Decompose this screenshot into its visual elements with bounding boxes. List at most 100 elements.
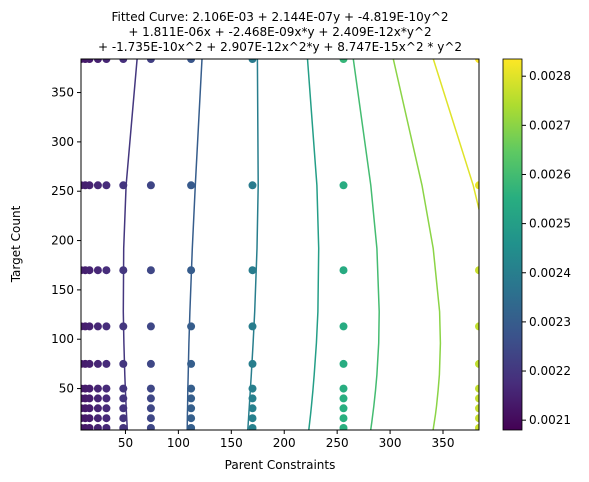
contour-level-4 [306,59,320,430]
y-axis: 50 100 150 200 250 300 350 [51,86,81,396]
y-tick-label: 250 [51,184,74,198]
data-point [119,322,128,331]
data-point [187,359,196,368]
data-point [146,59,155,63]
data-point [85,59,94,63]
data-point [85,394,94,403]
data-point [102,424,111,430]
y-tick-label: 200 [51,234,74,248]
colorbar: 0.0021 0.0022 0.0023 0.0024 0.0025 0.0026 0.00… [502,58,571,431]
data-point [146,424,155,430]
x-tick-label: 50 [118,436,133,450]
data-point [93,266,102,275]
colorbar-tick-label: 0.0027 [529,118,571,132]
colorbar-tick-label: 0.0022 [529,364,571,378]
data-point [475,424,479,430]
colorbar-tick-label: 0.0025 [529,217,571,231]
data-point [102,359,111,368]
data-point [146,266,155,275]
data-point [102,59,111,63]
data-point [475,322,479,331]
y-tick-label: 100 [51,332,74,346]
data-point [93,384,102,393]
data-point [187,404,196,413]
data-point [248,424,257,430]
data-point [248,384,257,393]
plot-area [80,58,480,431]
data-point [146,384,155,393]
data-point [187,394,196,403]
x-axis: 50 100 150 200 250 300 350 [118,430,455,450]
data-point [146,404,155,413]
data-point [119,266,128,275]
data-point [475,266,479,275]
data-point [85,384,94,393]
contour-level-1 [122,59,138,430]
data-point [93,181,102,190]
data-point [187,59,196,63]
data-point [339,414,348,423]
y-tick-label: 300 [51,135,74,149]
colorbar-tick-label: 0.0021 [529,413,571,427]
data-point [339,266,348,275]
data-point [93,394,102,403]
y-tick-label: 150 [51,283,74,297]
data-point [248,322,257,331]
x-tick-label: 300 [379,436,402,450]
data-point [85,322,94,331]
contour-lines [122,59,479,430]
data-point [187,384,196,393]
data-point [119,414,128,423]
plot-frame [80,58,480,431]
colorbar-tick-label: 0.0028 [529,69,571,83]
data-point [102,404,111,413]
title-line-1: Fitted Curve: 2.106E-03 + 2.144E-07y + -… [111,10,448,24]
data-point [248,266,257,275]
data-point [339,181,348,190]
data-point [102,181,111,190]
title-line-3: + -1.735E-10x^2 + 2.907E-12x^2*y + 8.747… [98,40,462,54]
data-point [85,181,94,190]
data-point [475,404,479,413]
data-point [93,424,102,430]
contour-level-5 [352,59,380,430]
data-point [102,414,111,423]
data-point [102,266,111,275]
data-point [119,424,128,430]
data-point [85,424,94,430]
data-point [119,181,128,190]
contour-level-2 [186,59,203,430]
title-line-2: + 1.811E-06x + -2.468E-09x*y + 2.409E-12… [128,25,431,39]
x-axis-label: Parent Constraints [225,458,336,472]
data-point [248,414,257,423]
colorbar-tick-label: 0.0026 [529,167,571,181]
data-point [187,414,196,423]
data-point [119,384,128,393]
data-point [339,322,348,331]
data-point [93,359,102,368]
data-point [339,359,348,368]
data-point [187,322,196,331]
data-point [248,394,257,403]
data-point [119,394,128,403]
data-point [119,359,128,368]
data-point [146,181,155,190]
x-tick-label: 350 [432,436,455,450]
data-point [85,414,94,423]
data-point [85,359,94,368]
data-point [248,359,257,368]
data-point [187,181,196,190]
data-point [146,322,155,331]
x-tick-label: 150 [220,436,243,450]
data-point [248,59,257,63]
data-point [339,384,348,393]
data-point [187,266,196,275]
data-point [146,359,155,368]
x-tick-label: 200 [273,436,296,450]
data-point [475,359,479,368]
data-point [187,424,196,430]
data-point [339,424,348,430]
data-point [119,404,128,413]
contour-level-7 [432,59,479,210]
